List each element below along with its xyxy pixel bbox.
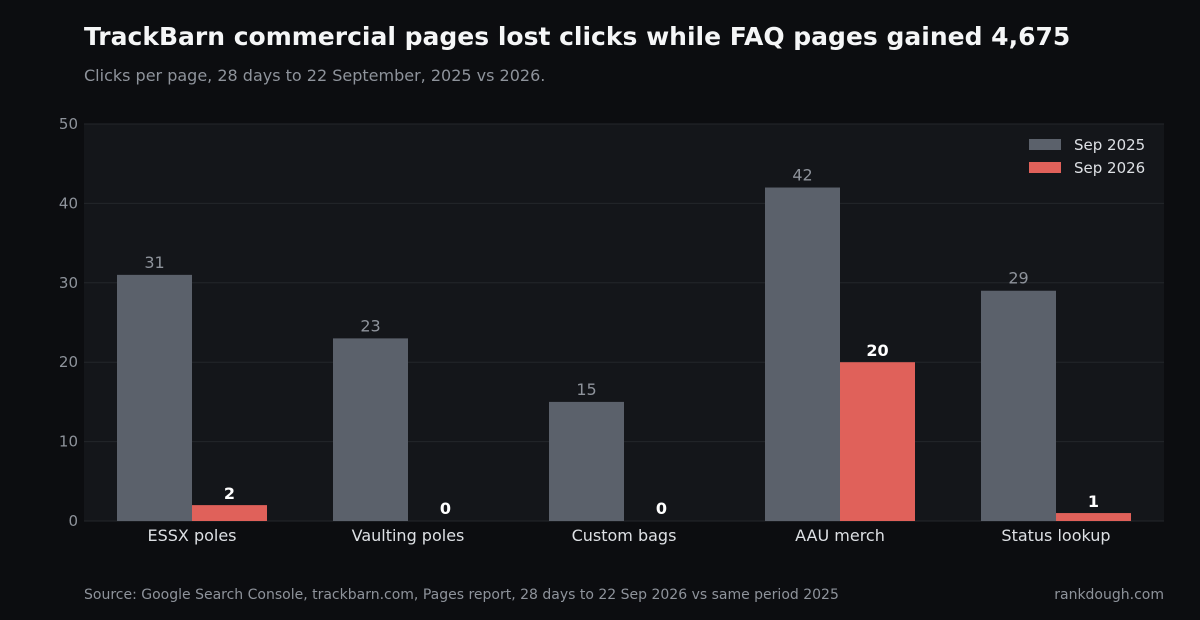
data-label-sep-2026: 1 bbox=[1088, 492, 1099, 511]
bar-sep-2025 bbox=[117, 274, 192, 521]
data-label-sep-2025: 29 bbox=[1008, 269, 1028, 288]
y-tick-label: 50 bbox=[59, 115, 78, 133]
data-label-sep-2025: 42 bbox=[792, 166, 812, 185]
source-note: Source: Google Search Console, trackbarn… bbox=[84, 587, 839, 603]
brand-label: rankdough.com bbox=[1054, 587, 1164, 603]
bar-sep-2025 bbox=[981, 290, 1056, 521]
data-label-sep-2025: 31 bbox=[144, 253, 164, 272]
y-tick-label: 10 bbox=[59, 433, 78, 451]
x-tick-label: AAU merch bbox=[795, 526, 885, 545]
x-tick-label: Status lookup bbox=[1001, 526, 1110, 545]
data-label-sep-2025: 23 bbox=[360, 316, 380, 335]
bar-sep-2026 bbox=[840, 362, 915, 521]
legend-label: Sep 2026 bbox=[1074, 159, 1145, 177]
legend-swatch bbox=[1029, 139, 1061, 150]
x-tick-label: ESSX poles bbox=[147, 526, 236, 545]
bar-sep-2026 bbox=[1056, 513, 1131, 521]
data-label-sep-2026: 0 bbox=[656, 499, 667, 518]
legend-label: Sep 2025 bbox=[1074, 136, 1145, 154]
y-tick-label: 40 bbox=[59, 194, 78, 212]
legend-swatch bbox=[1029, 162, 1061, 173]
chart-title: TrackBarn commercial pages lost clicks w… bbox=[84, 22, 1071, 51]
data-label-sep-2026: 20 bbox=[866, 341, 888, 360]
data-label-sep-2026: 2 bbox=[224, 484, 235, 503]
bar-sep-2025 bbox=[333, 338, 408, 521]
x-tick-label: Custom bags bbox=[572, 526, 677, 545]
y-tick-label: 20 bbox=[59, 353, 78, 371]
bar-sep-2026 bbox=[192, 505, 267, 521]
data-label-sep-2026: 0 bbox=[440, 499, 451, 518]
bar-sep-2025 bbox=[549, 401, 624, 521]
data-label-sep-2025: 15 bbox=[576, 380, 596, 399]
chart-subtitle: Clicks per page, 28 days to 22 September… bbox=[84, 66, 546, 85]
y-tick-label: 30 bbox=[59, 274, 78, 292]
y-tick-label: 0 bbox=[68, 512, 78, 530]
bar-sep-2025 bbox=[765, 187, 840, 521]
x-tick-label: Vaulting poles bbox=[352, 526, 465, 545]
